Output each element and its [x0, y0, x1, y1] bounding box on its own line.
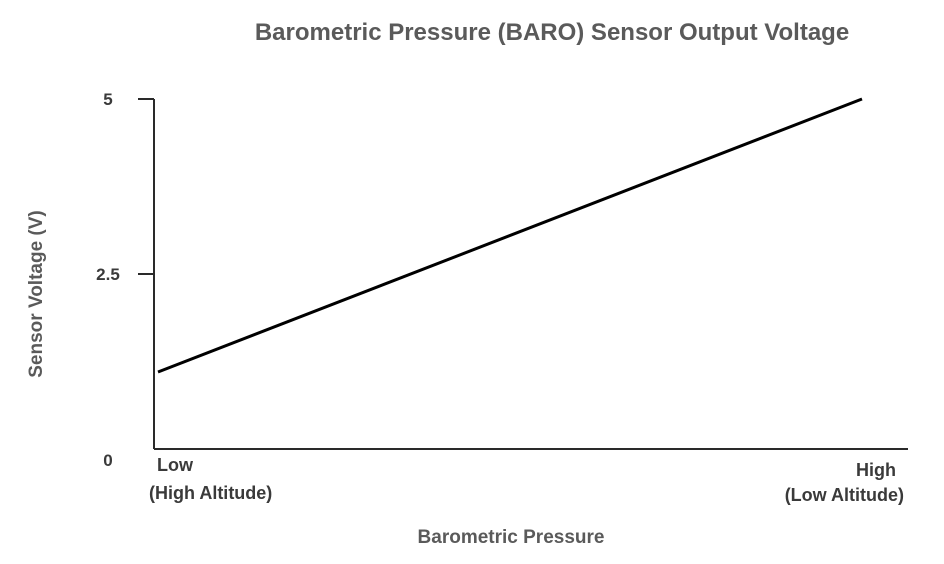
y-tick-label: 2.5 — [96, 265, 120, 284]
y-tick-label: 0 — [103, 451, 112, 470]
chart-title: Barometric Pressure (BARO) Sensor Output… — [255, 19, 849, 46]
series-line — [157, 97, 863, 374]
x-axis-title: Barometric Pressure — [418, 527, 605, 548]
y-tick-label: 5 — [103, 90, 112, 109]
x-category-label-low-line2: (High Altitude) — [149, 483, 272, 503]
y-axis-title: Sensor Voltage (V) — [26, 210, 47, 378]
x-category-label-high-line2: (Low Altitude) — [785, 485, 904, 505]
x-category-label-low-line1: Low — [157, 455, 194, 475]
y-tick-group: 02.55 — [96, 90, 154, 470]
x-category-label-high-line1: High — [856, 460, 896, 480]
